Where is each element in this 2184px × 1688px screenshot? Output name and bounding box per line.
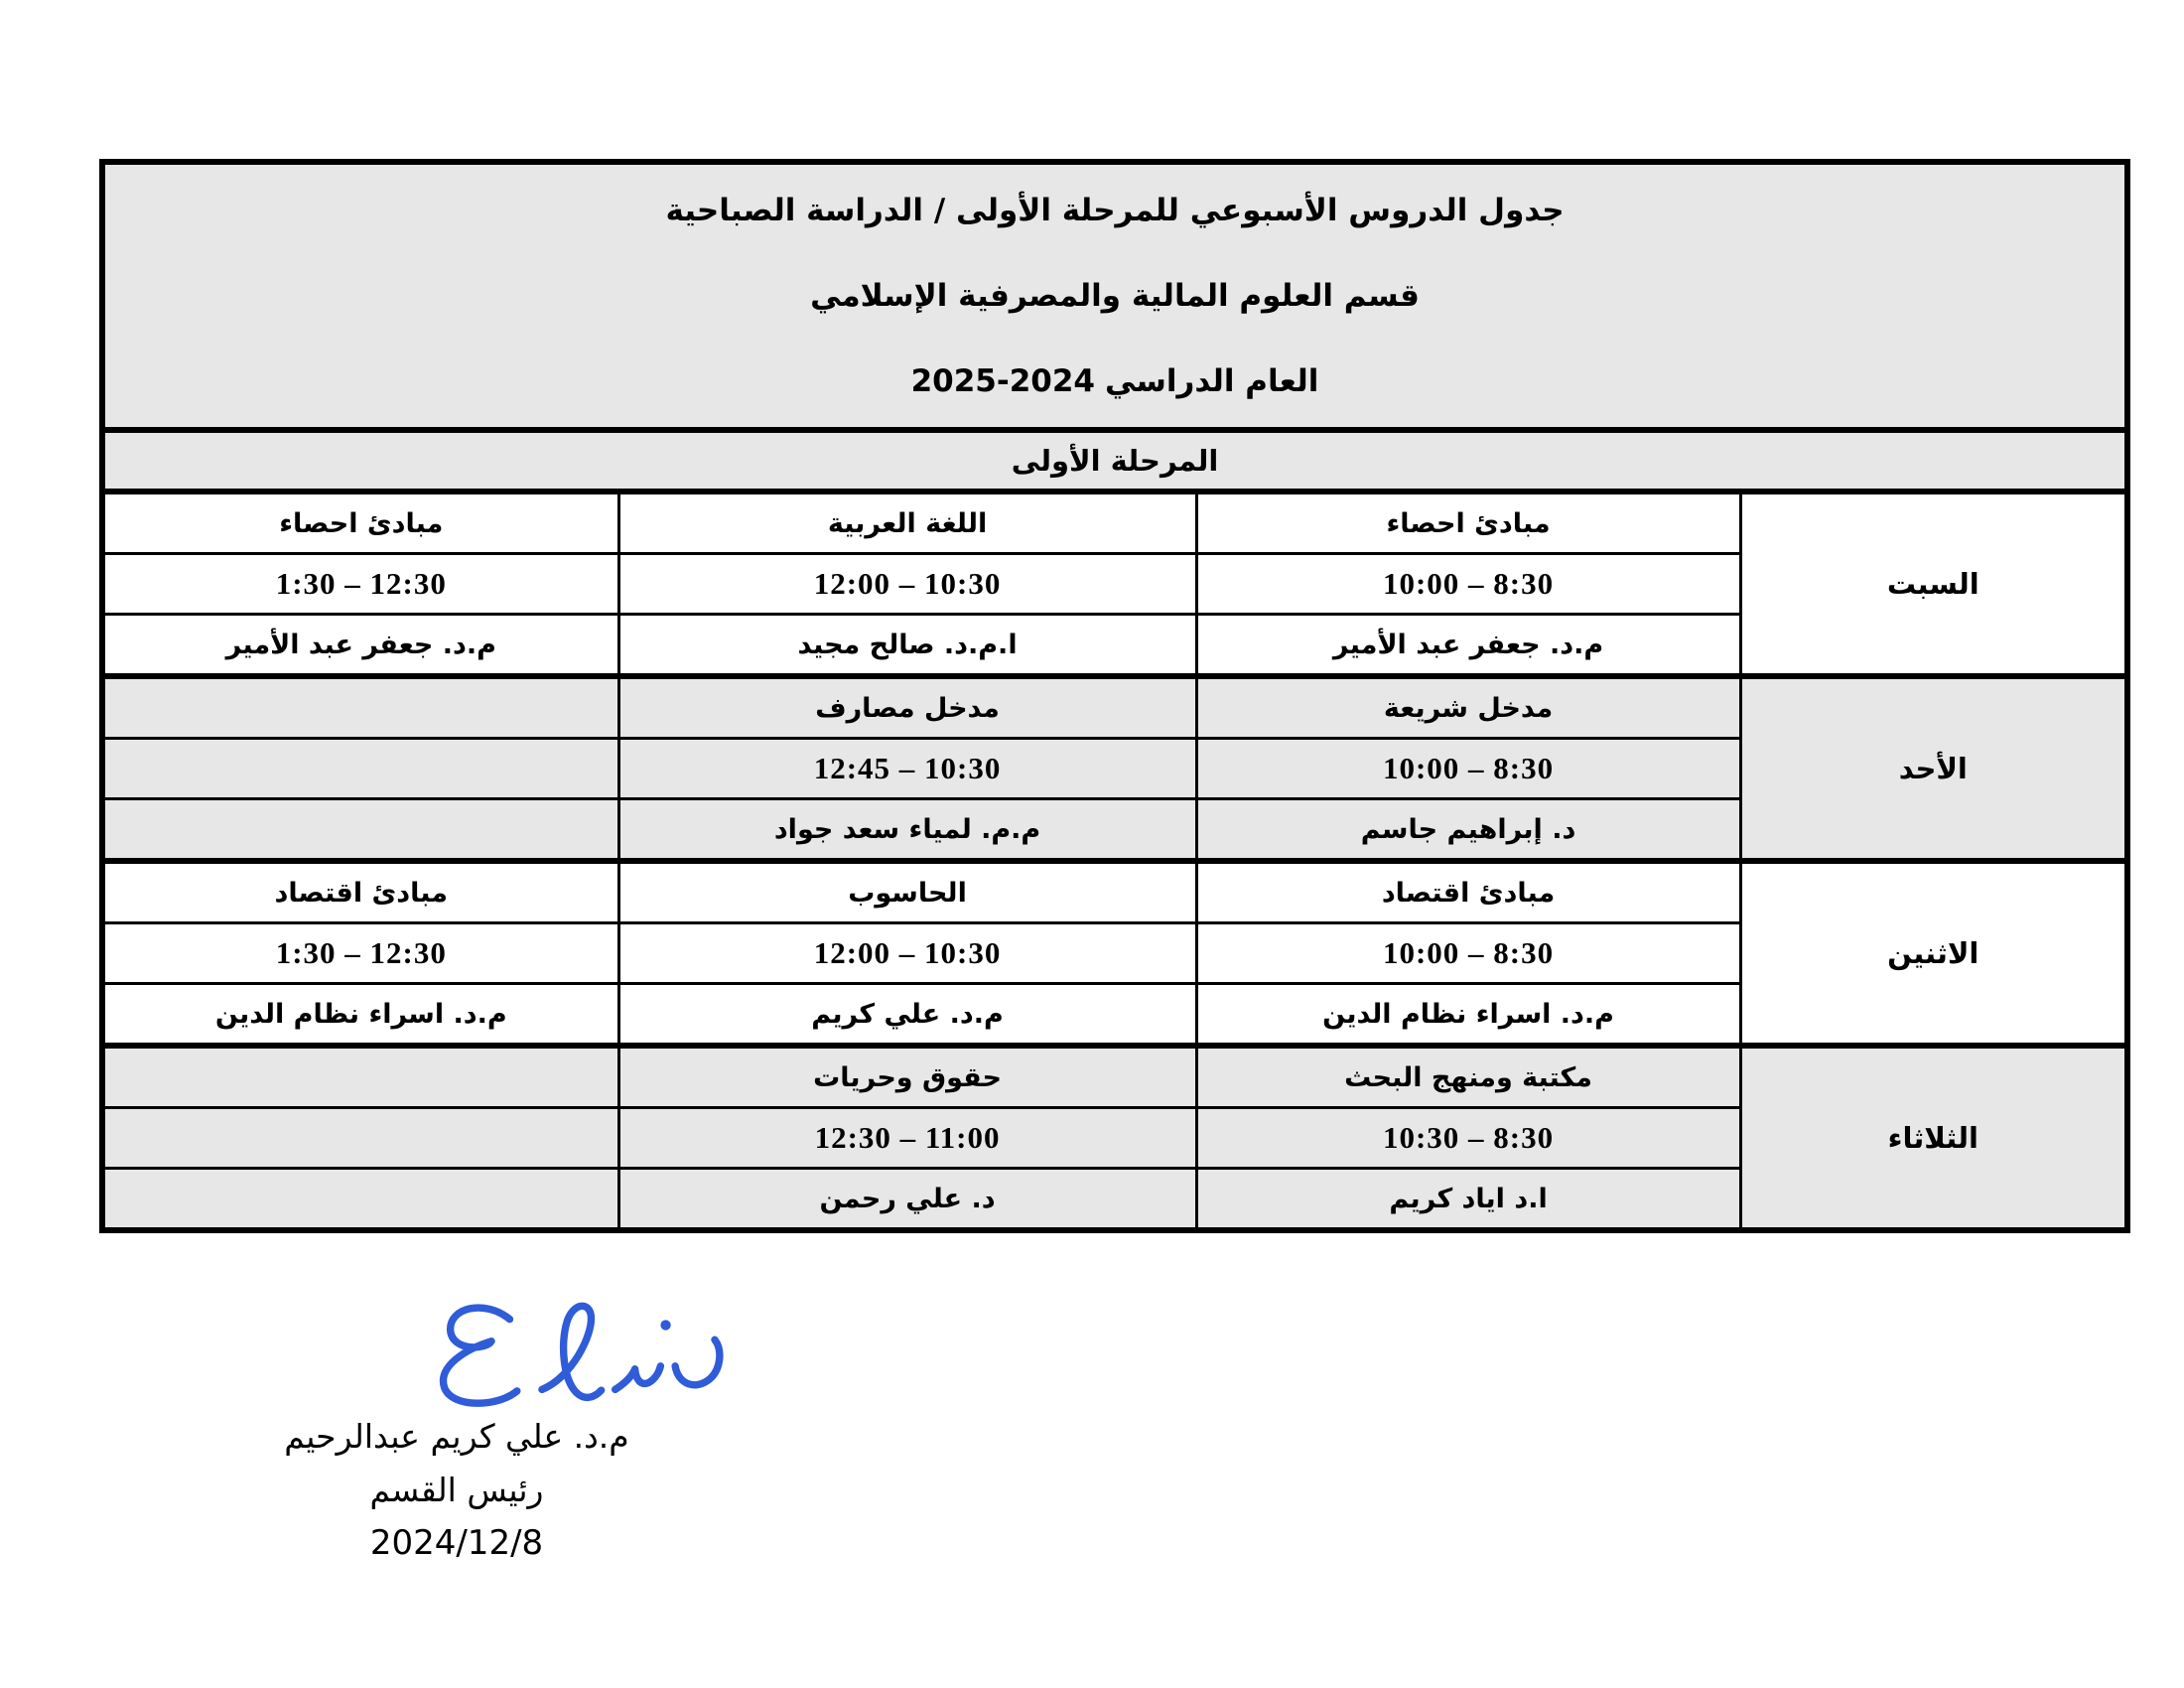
doc-title-line2: قسم العلوم المالية والمصرفية الإسلامي (810, 277, 1420, 314)
course-cell: مبادئ احصاء (1194, 489, 1742, 555)
course-cell: مدخل مصارف (616, 673, 1198, 740)
table-row: 10:00 – 8:30 12:00 – 10:30 1:30 – 12:30 (100, 921, 2127, 985)
day-cell-monday: الاثنين (1738, 858, 2129, 1048)
signature-scribble (367, 1296, 794, 1413)
academic-year-range: 2025-2024 (910, 362, 1096, 399)
stage-header: المرحلة الأولى (100, 427, 2129, 494)
titles-cell: جدول الدروس الأسبوعي للمرحلة الأولى / ال… (100, 160, 2129, 433)
time-cell: 12:30 – 11:00 (616, 1106, 1198, 1170)
course-cell: مدخل شريعة (1194, 673, 1742, 740)
table-row: الاثنين مبادئ اقتصاد الحاسوب مبادئ اقتصا… (100, 858, 2129, 1048)
time-cell: 10:00 – 8:30 (1194, 552, 1742, 616)
time-cell: 10:30 – 8:30 (1194, 1106, 1742, 1170)
doc-title-line1: جدول الدروس الأسبوعي للمرحلة الأولى / ال… (665, 192, 1565, 228)
table-row: م.د. جعفر عبد الأمير ا.م.د. صالح مجيد م.… (100, 613, 2127, 678)
instructor-cell: م.د. اسراء نظام الدين (1194, 982, 1742, 1048)
table-row: السبت مبادئ احصاء اللغة العربية مبادئ اح… (100, 489, 2129, 678)
signature-date: 2024/12/8 (369, 1522, 544, 1563)
title-row: جدول الدروس الأسبوعي للمرحلة الأولى / ال… (100, 160, 2129, 433)
course-cell (100, 1043, 620, 1109)
instructor-cell: م.د. جعفر عبد الأمير (100, 613, 620, 678)
instructor-cell: د. إبراهيم جاسم (1194, 797, 1742, 863)
course-cell: الحاسوب (616, 858, 1198, 924)
instructor-cell: م.م. لمياء سعد جواد (616, 797, 1198, 863)
time-cell: 12:00 – 10:30 (616, 552, 1198, 616)
instructor-cell: م.د. اسراء نظام الدين (100, 982, 620, 1048)
day-cell-saturday: السبت (1738, 489, 2129, 678)
time-cell: 10:00 – 8:30 (1194, 737, 1742, 800)
signature-block: م.د. علي كريم عبدالرحيم رئيس القسم 2024/… (238, 1296, 724, 1563)
instructor-cell: د. علي رحمن (616, 1167, 1198, 1233)
table-row: د. إبراهيم جاسم م.م. لمياء سعد جواد (100, 797, 2127, 863)
table-row: 10:00 – 8:30 12:00 – 10:30 1:30 – 12:30 (100, 552, 2127, 616)
signatory-name: م.د. علي كريم عبدالرحيم (284, 1417, 629, 1456)
day-cell-sunday: الأحد (1738, 673, 2129, 863)
time-cell: 1:30 – 12:30 (100, 552, 620, 616)
stage-row: المرحلة الأولى (100, 427, 2129, 494)
table-row: الثلاثاء مكتبة ومنهج البحث حقوق وحريات (100, 1043, 2129, 1232)
weekly-schedule-table: جدول الدروس الأسبوعي للمرحلة الأولى / ال… (99, 159, 2131, 1233)
course-cell: حقوق وحريات (616, 1043, 1198, 1109)
time-cell (100, 1106, 620, 1170)
instructor-cell: ا.م.د. صالح مجيد (616, 613, 1198, 678)
day-cell-tuesday: الثلاثاء (1738, 1043, 2129, 1232)
instructor-cell: ا.د اياد كريم (1194, 1167, 1742, 1233)
time-cell: 10:00 – 8:30 (1194, 921, 1742, 985)
instructor-cell (100, 1167, 620, 1233)
time-cell (100, 737, 620, 800)
doc-title-line3: العام الدراسي2025-2024 (111, 362, 2118, 399)
time-cell: 12:45 – 10:30 (616, 737, 1198, 800)
instructor-cell: م.د. علي كريم (616, 982, 1198, 1048)
table-row: ا.د اياد كريم د. علي رحمن (100, 1167, 2127, 1233)
course-cell (100, 673, 620, 740)
table-row: الأحد مدخل شريعة مدخل مصارف (100, 673, 2129, 863)
signatory-role: رئيس القسم (369, 1471, 544, 1510)
table-row: م.د. اسراء نظام الدين م.د. علي كريم م.د.… (100, 982, 2127, 1048)
course-cell: اللغة العربية (616, 489, 1198, 555)
table-row: 10:00 – 8:30 12:45 – 10:30 (100, 737, 2127, 800)
time-cell: 12:00 – 10:30 (616, 921, 1198, 985)
instructor-cell: م.د. جعفر عبد الأمير (1194, 613, 1742, 678)
academic-year-label: العام الدراسي (1105, 362, 1319, 399)
table-row: 10:30 – 8:30 12:30 – 11:00 (100, 1106, 2127, 1170)
course-cell: مكتبة ومنهج البحث (1194, 1043, 1742, 1109)
course-cell: مبادئ اقتصاد (1194, 858, 1742, 924)
time-cell: 1:30 – 12:30 (100, 921, 620, 985)
course-cell: مبادئ اقتصاد (100, 858, 620, 924)
instructor-cell (100, 797, 620, 863)
course-cell: مبادئ احصاء (100, 489, 620, 555)
